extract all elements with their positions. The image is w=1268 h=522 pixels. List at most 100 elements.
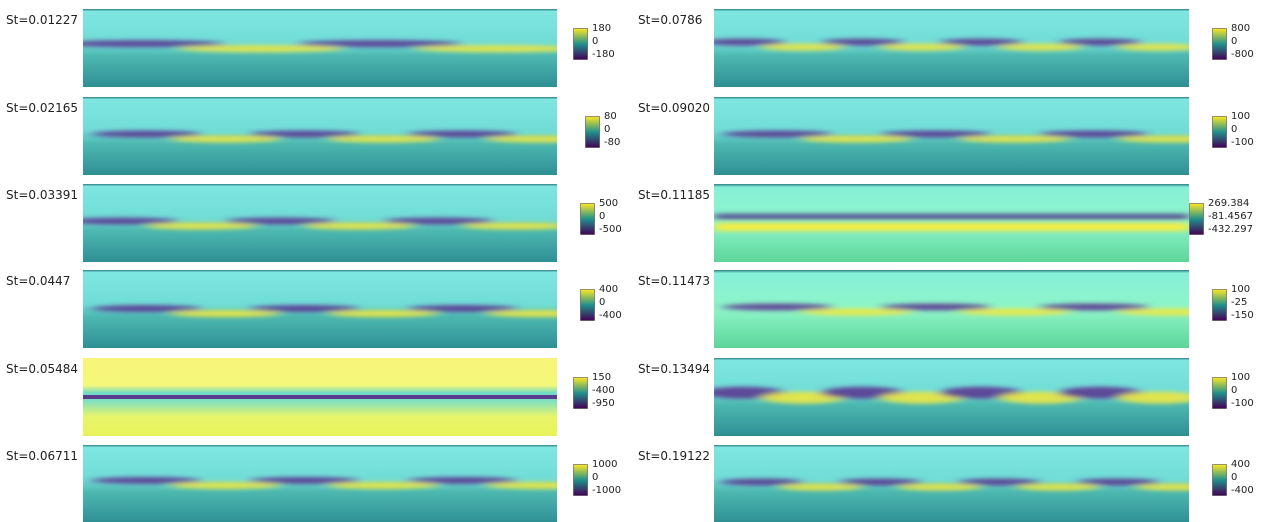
field-blob (1058, 38, 1142, 46)
field-blob (296, 40, 463, 48)
panel-label: St=0.11185 (638, 188, 710, 202)
field-band (714, 223, 1189, 231)
colorbar-gradient (1212, 116, 1227, 148)
field-blob (248, 305, 360, 313)
field-blob (721, 303, 833, 311)
colorbar-tick-label: 800 (1231, 23, 1251, 34)
field-structures (90, 130, 557, 143)
colorbar-tick-label: 0 (592, 472, 599, 483)
field-blob (169, 135, 281, 143)
panel-label: St=0.13494 (638, 362, 710, 376)
field-blob (485, 481, 557, 489)
panel-label: St=0.02165 (6, 101, 78, 115)
colorbar-gradient (1212, 28, 1227, 60)
field-blob (485, 135, 557, 143)
field-blob (801, 135, 912, 143)
field-blob (90, 476, 202, 484)
panel-label: St=0.01227 (6, 13, 78, 27)
colorbar (580, 203, 595, 235)
colorbar-tick-label: -400 (592, 385, 615, 396)
field-structures (714, 213, 1189, 231)
colorbar-gradient (573, 28, 588, 60)
colorbar (573, 464, 588, 496)
panel-label: St=0.0786 (638, 13, 703, 27)
panel-label: St=0.19122 (638, 449, 710, 463)
field-blob (1076, 478, 1160, 486)
colorbar-tick-label: -81.4567 (1208, 211, 1253, 222)
colorbar-tick-label: -80 (604, 137, 621, 148)
field-blob (383, 217, 494, 225)
colorbar-tick-label: -800 (1231, 49, 1254, 60)
colorbar-tick-label: 269.384 (1208, 198, 1250, 209)
colorbar-tick-label: 0 (1231, 472, 1238, 483)
field-blob (1117, 391, 1189, 404)
field-blob (1117, 308, 1189, 316)
field-blob (714, 38, 786, 46)
colorbar-tick-label: 0 (592, 36, 599, 47)
colorbar-tick-label: 400 (599, 284, 619, 295)
colorbar-tick-label: -432.297 (1208, 224, 1253, 235)
colorbar-tick-label: 400 (1231, 459, 1251, 470)
colorbar-gradient (1212, 289, 1227, 321)
field-plot (714, 358, 1189, 436)
field-blob (880, 303, 992, 311)
field-blob (177, 45, 344, 53)
field-blob (801, 308, 912, 316)
panel-label: St=0.0447 (6, 274, 71, 288)
field-plot (83, 358, 557, 436)
field-plot (714, 445, 1189, 522)
field-structures (90, 476, 557, 489)
colorbar (1212, 377, 1227, 409)
field-blob (957, 478, 1041, 486)
colorbar (580, 289, 595, 321)
colorbar-tick-label: -25 (1231, 297, 1248, 308)
colorbar-tick-label: 0 (1231, 385, 1238, 396)
colorbar-tick-label: 100 (1231, 111, 1251, 122)
field-plot (714, 270, 1189, 348)
colorbar-tick-label: -100 (1231, 398, 1254, 409)
field-blob (721, 130, 833, 138)
field-blob (327, 135, 439, 143)
colorbar-tick-label: -180 (592, 49, 615, 60)
colorbar-tick-label: 1000 (592, 459, 618, 470)
colorbar-tick-label: 0 (604, 124, 611, 135)
panel-label: St=0.11473 (638, 274, 710, 288)
field-blob (146, 222, 257, 230)
field-blob (90, 130, 202, 138)
field-blob (83, 40, 226, 48)
field-blob (169, 481, 281, 489)
colorbar-gradient (585, 116, 600, 148)
colorbar-tick-label: -150 (1231, 310, 1254, 321)
field-blob (406, 476, 518, 484)
colorbar-tick-label: -500 (599, 224, 622, 235)
field-structures (714, 386, 1189, 404)
field-structures (721, 130, 1189, 143)
colorbar-tick-label: -950 (592, 398, 615, 409)
field-blob (838, 478, 922, 486)
field-blob (959, 135, 1071, 143)
field-blob (406, 130, 518, 138)
field-structures (721, 303, 1189, 316)
field-blob (1117, 43, 1189, 51)
colorbar (585, 116, 600, 148)
colorbar-tick-label: 0 (599, 211, 606, 222)
field-blob (83, 217, 178, 225)
field-blob (406, 305, 518, 313)
colorbar-gradient (1212, 377, 1227, 409)
field-band (83, 395, 557, 399)
colorbar-tick-label: 80 (604, 111, 617, 122)
colorbar-tick-label: -400 (1231, 485, 1254, 496)
colorbar-gradient (580, 203, 595, 235)
field-band (714, 213, 1189, 220)
colorbar-gradient (573, 377, 588, 409)
colorbar (1189, 203, 1204, 235)
colorbar-gradient (573, 464, 588, 496)
field-blob (1038, 303, 1150, 311)
field-blob (880, 43, 964, 51)
colorbar (1212, 289, 1227, 321)
colorbar-gradient (1189, 203, 1204, 235)
field-structures (714, 38, 1189, 51)
colorbar (1212, 28, 1227, 60)
colorbar-tick-label: 180 (592, 23, 612, 34)
